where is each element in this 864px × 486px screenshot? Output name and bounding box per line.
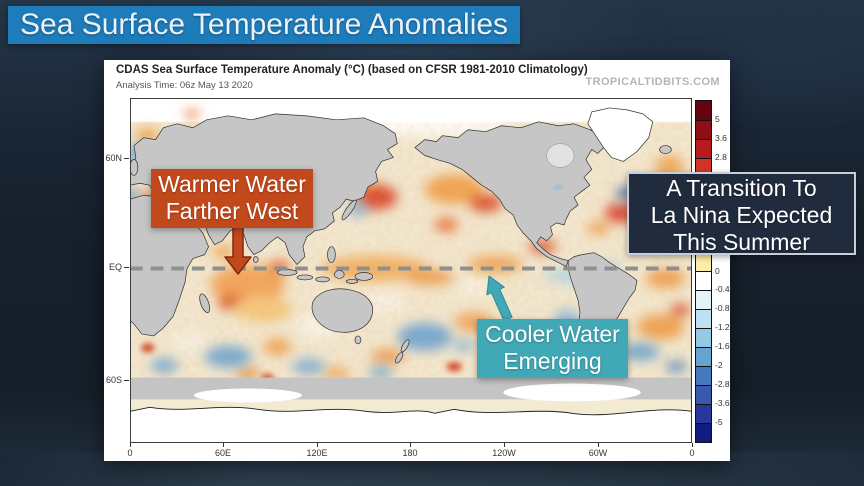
transition-line1: A Transition To xyxy=(666,175,817,201)
hudson-bay xyxy=(546,143,575,168)
lat-label: EQ xyxy=(108,262,122,272)
colorbar-segment xyxy=(696,138,711,158)
lon-label: 60E xyxy=(214,448,231,458)
lat-label: 60S xyxy=(105,375,122,385)
lon-tick xyxy=(223,443,224,447)
colorbar-tick: -5 xyxy=(715,417,723,428)
colorbar-segment xyxy=(696,101,711,120)
colorbar-segment xyxy=(696,422,711,442)
colorbar-tick-labels: 5 3.6 2.8 0 -0.4 -0.8 -1.2 -1.6 -2 -2.8 -3.6 -5 xyxy=(715,100,737,441)
island-nz-north xyxy=(400,339,410,353)
lon-label: 180 xyxy=(402,448,418,458)
longitude-axis: 0 60E 120E 180 120W 60W 0 xyxy=(104,60,730,461)
transition-line2: La Nina Expected xyxy=(650,202,833,228)
island-japan xyxy=(341,199,357,221)
colorbar-tick: -1.6 xyxy=(715,341,730,352)
title-banner: Sea Surface Temperature Anomalies xyxy=(8,6,521,44)
continent-australia xyxy=(311,288,373,333)
source-credit: TROPICALTIDBITS.COM xyxy=(585,76,720,88)
lon-tick xyxy=(692,443,693,447)
island-uk xyxy=(130,159,139,176)
island-sri-lanka xyxy=(252,256,259,263)
lon-label: 0 xyxy=(127,448,133,458)
colorbar-tick: 5 xyxy=(715,113,720,124)
lat-tick xyxy=(124,380,129,381)
colorbar-tick: -2 xyxy=(715,360,723,371)
colorbar-segment xyxy=(696,385,711,404)
page-title: Sea Surface Temperature Anomalies xyxy=(20,8,509,41)
island-philippines xyxy=(327,246,336,263)
colorbar-tick: -1.2 xyxy=(715,322,730,333)
colorbar-segment xyxy=(696,328,711,348)
lon-tick xyxy=(504,443,505,447)
warmer-line2: Farther West xyxy=(165,198,299,224)
transition-line3: This Summer xyxy=(673,229,810,255)
colorbar-segment xyxy=(696,366,711,386)
lat-label: 60N xyxy=(105,153,122,163)
la-nina-callout: A Transition To La Nina Expected This Su… xyxy=(627,172,856,255)
warmer-line1: Warmer Water xyxy=(158,171,306,197)
antarctic-shelf-2 xyxy=(193,388,302,403)
colorbar-tick: -3.6 xyxy=(715,398,730,409)
colorbar-segment xyxy=(696,347,711,367)
cooler-line2: Emerging xyxy=(503,348,602,374)
colorbar-segment xyxy=(696,309,711,329)
lat-tick xyxy=(124,158,129,159)
warmer-water-callout: Warmer Water Farther West xyxy=(151,169,313,228)
island-greenland xyxy=(587,107,654,162)
lon-tick xyxy=(598,443,599,447)
colorbar-segment xyxy=(696,271,711,291)
colorbar-segment xyxy=(696,290,711,310)
colorbar-tick: 0 xyxy=(715,265,720,276)
colorbar-segment xyxy=(696,119,711,139)
colorbar-tick: 3.6 xyxy=(715,132,727,143)
lon-label: 120E xyxy=(306,448,328,458)
lat-tick xyxy=(124,267,129,268)
colorbar-tick: 2.8 xyxy=(715,151,727,162)
map-frame xyxy=(130,98,692,443)
lon-label: 120W xyxy=(492,448,516,458)
map-title: CDAS Sea Surface Temperature Anomaly (°C… xyxy=(116,64,588,76)
cooler-line1: Cooler Water xyxy=(485,321,620,347)
great-lakes xyxy=(553,184,564,191)
colorbar-tick: -2.8 xyxy=(715,379,730,390)
continent-antarctica xyxy=(130,406,692,443)
lon-tick xyxy=(317,443,318,447)
island-iceland xyxy=(659,145,672,154)
lon-label: 0 xyxy=(689,448,695,458)
analysis-time: Analysis Time: 06z May 13 2020 xyxy=(116,80,253,91)
island-tasmania xyxy=(354,335,362,345)
antarctic-shelf xyxy=(503,383,641,402)
colorbar-tick: -0.4 xyxy=(715,284,730,295)
colorbar-tick: -0.8 xyxy=(715,303,730,314)
sst-map-panel: CDAS Sea Surface Temperature Anomaly (°C… xyxy=(104,60,730,461)
lon-tick xyxy=(130,443,131,447)
lon-tick xyxy=(410,443,411,447)
cooler-water-callout: Cooler Water Emerging xyxy=(477,319,628,378)
colorbar-segment xyxy=(696,404,711,423)
island-madagascar xyxy=(199,293,211,313)
island-nz-south xyxy=(395,352,404,364)
latitude-axis: 60N EQ 60S xyxy=(104,60,129,461)
lon-label: 60W xyxy=(588,448,608,458)
